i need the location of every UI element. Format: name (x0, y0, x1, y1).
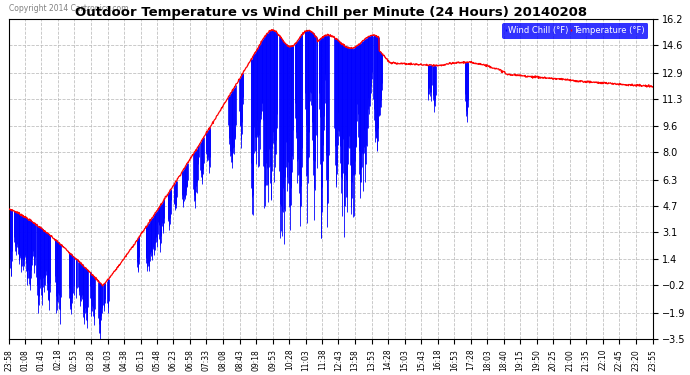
Text: Copyright 2014 Cartronics.com: Copyright 2014 Cartronics.com (9, 3, 128, 12)
Title: Outdoor Temperature vs Wind Chill per Minute (24 Hours) 20140208: Outdoor Temperature vs Wind Chill per Mi… (75, 6, 586, 19)
Legend: Wind Chill (°F), Temperature (°F): Wind Chill (°F), Temperature (°F) (502, 23, 649, 39)
